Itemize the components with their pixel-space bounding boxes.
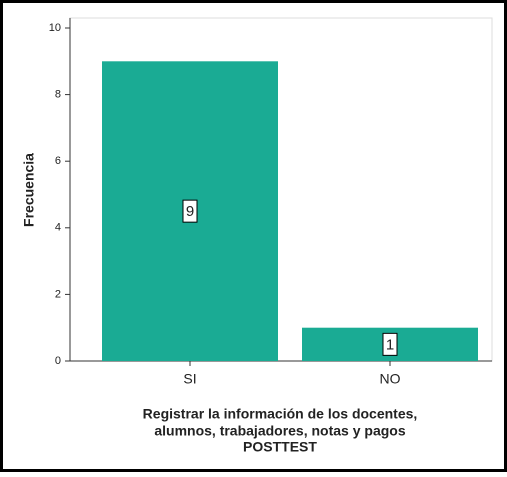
x-axis-title: Registrar la información de los docentes… — [143, 406, 418, 422]
y-tick-label: 6 — [55, 155, 61, 167]
value-label-box — [182, 199, 198, 223]
y-tick-label: 4 — [55, 222, 61, 234]
y-axis-title: Frecuencia — [21, 153, 37, 227]
y-tick-label: 2 — [55, 288, 61, 300]
y-tick-label: 8 — [55, 89, 61, 101]
y-tick-label: 0 — [55, 355, 61, 367]
x-axis-title: POSTTEST — [243, 439, 317, 455]
x-axis-title: alumnos, trabajadores, notas y pagos — [154, 423, 406, 439]
y-tick-label: 10 — [49, 22, 61, 34]
value-label: 9 — [186, 203, 194, 220]
value-label-box — [382, 332, 398, 356]
x-tick-label: NO — [380, 371, 401, 387]
value-label: 1 — [386, 336, 394, 353]
x-tick-label: SI — [183, 371, 196, 387]
